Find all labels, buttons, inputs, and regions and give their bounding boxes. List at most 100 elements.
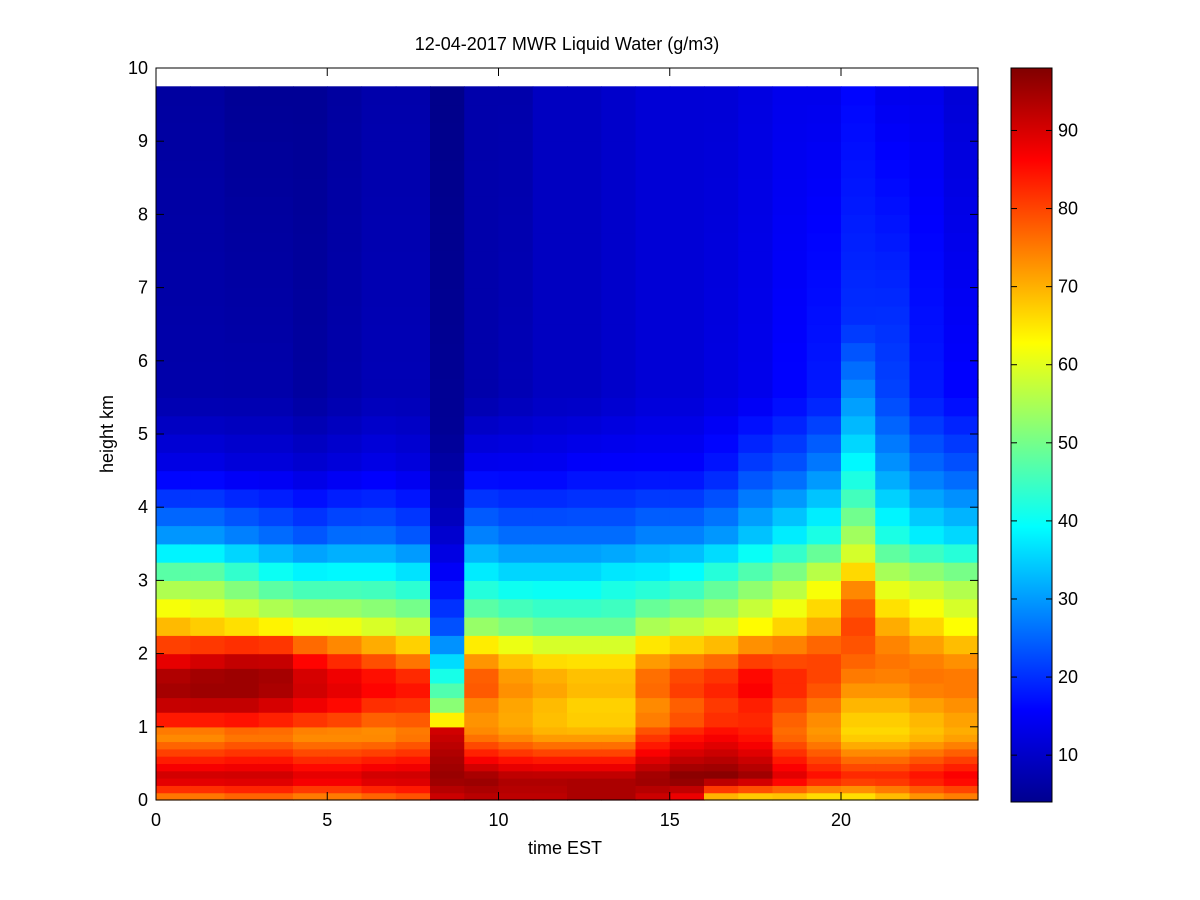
heatmap-cell xyxy=(361,617,397,636)
heatmap-cell xyxy=(875,104,911,124)
heatmap-cell xyxy=(361,104,397,124)
heatmap-cell xyxy=(567,525,602,545)
heatmap-cell xyxy=(430,741,465,750)
heatmap-cell xyxy=(293,122,328,142)
heatmap-cell xyxy=(841,434,876,453)
heatmap-cell xyxy=(498,141,534,161)
heatmap-cell xyxy=(532,792,568,801)
heatmap-cell xyxy=(395,287,431,307)
heatmap-cell xyxy=(395,104,431,124)
heatmap-cell xyxy=(943,785,979,794)
heatmap-cell xyxy=(327,507,363,527)
heatmap-cell xyxy=(498,726,534,735)
heatmap-cell xyxy=(738,748,774,757)
heatmap-cell xyxy=(532,653,568,669)
heatmap-cell xyxy=(909,434,945,453)
heatmap-cell xyxy=(395,734,431,743)
heatmap-cell xyxy=(875,305,911,325)
heatmap-cell xyxy=(190,653,226,669)
heatmap-cell xyxy=(669,635,705,655)
heatmap-cell xyxy=(430,324,465,344)
heatmap-cell xyxy=(361,562,397,581)
heatmap-cell xyxy=(430,196,465,215)
heatmap-cell xyxy=(772,770,808,779)
heatmap-cell xyxy=(875,543,911,563)
heatmap-cell xyxy=(361,342,397,362)
heatmap-cell xyxy=(841,177,876,197)
heatmap-cell xyxy=(738,712,774,728)
heatmap-cell xyxy=(738,617,774,636)
heatmap-cell xyxy=(772,778,808,786)
heatmap-cell xyxy=(875,734,911,743)
heatmap-cell xyxy=(498,379,534,398)
heatmap-cell xyxy=(395,251,431,270)
heatmap-cell xyxy=(635,214,671,234)
heatmap-cell xyxy=(156,712,191,728)
heatmap-cell xyxy=(224,397,260,417)
heatmap-cell xyxy=(190,269,226,289)
heatmap-cell xyxy=(772,617,808,636)
heatmap-cell xyxy=(875,598,911,618)
heatmap-cell xyxy=(361,196,397,215)
heatmap-cell xyxy=(704,434,739,453)
heatmap-cell xyxy=(704,488,739,508)
heatmap-cell xyxy=(361,726,397,735)
heatmap-cell xyxy=(532,251,568,270)
heatmap-cell xyxy=(532,598,568,618)
heatmap-cell xyxy=(841,104,876,124)
heatmap-cell xyxy=(464,269,500,289)
heatmap-cell xyxy=(841,682,876,699)
heatmap-cell xyxy=(669,748,705,757)
heatmap-cell xyxy=(361,305,397,325)
heatmap-cell xyxy=(190,251,226,270)
colorbar-tick-label: 90 xyxy=(1058,120,1078,140)
heatmap-cell xyxy=(806,580,842,600)
heatmap-cell xyxy=(430,470,465,490)
heatmap-cell xyxy=(669,287,705,307)
heatmap-cell xyxy=(190,342,226,362)
heatmap-cell xyxy=(772,635,808,655)
heatmap-cell xyxy=(532,741,568,750)
heatmap-cell xyxy=(361,488,397,508)
heatmap-cell xyxy=(327,562,363,581)
heatmap-cell xyxy=(156,635,191,655)
heatmap-cell xyxy=(532,360,568,380)
heatmap-cell xyxy=(190,763,226,772)
heatmap-cell xyxy=(875,525,911,545)
heatmap-cell xyxy=(875,507,911,527)
heatmap-cell xyxy=(156,141,191,161)
heatmap-cell xyxy=(293,770,328,779)
heatmap-cell xyxy=(430,434,465,453)
heatmap-cell xyxy=(635,635,671,655)
heatmap-cell xyxy=(738,379,774,398)
heatmap-cell xyxy=(806,360,842,380)
heatmap-cell xyxy=(875,122,911,142)
heatmap-cell xyxy=(772,712,808,728)
heatmap-cell xyxy=(293,379,328,398)
heatmap-cell xyxy=(156,305,191,325)
heatmap-cell xyxy=(532,324,568,344)
heatmap-cell xyxy=(361,770,397,779)
heatmap-cell xyxy=(567,712,602,728)
heatmap-cell xyxy=(327,682,363,699)
heatmap-cell xyxy=(943,748,979,757)
heatmap-cell xyxy=(635,726,671,735)
heatmap-cell xyxy=(841,141,876,161)
heatmap-cell xyxy=(498,598,534,618)
heatmap-cell xyxy=(327,159,363,179)
heatmap-cell xyxy=(430,653,465,669)
heatmap-cell xyxy=(532,434,568,453)
heatmap-cell xyxy=(293,562,328,581)
heatmap-cell xyxy=(909,122,945,142)
heatmap-cell xyxy=(430,697,465,713)
heatmap-cell xyxy=(601,269,637,289)
heatmap-cell xyxy=(361,734,397,743)
heatmap-cell xyxy=(293,756,328,764)
heatmap-cell xyxy=(258,324,294,344)
heatmap-cell xyxy=(464,159,500,179)
heatmap-cell xyxy=(293,785,328,794)
heatmap-cell xyxy=(430,770,465,779)
heatmap-cell xyxy=(841,726,876,735)
heatmap-cell xyxy=(875,214,911,234)
heatmap-cell xyxy=(224,122,260,142)
